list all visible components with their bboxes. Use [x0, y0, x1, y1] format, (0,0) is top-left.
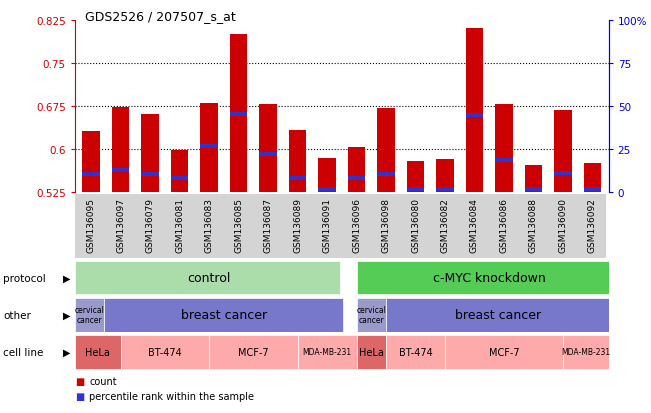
FancyBboxPatch shape	[386, 335, 445, 369]
Text: MCF-7: MCF-7	[238, 347, 269, 357]
Bar	[82, 173, 100, 177]
Bar	[230, 113, 247, 117]
Bar	[318, 187, 336, 191]
Text: cervical
cancer: cervical cancer	[75, 305, 105, 325]
Text: MCF-7: MCF-7	[489, 347, 519, 357]
Bar	[436, 159, 454, 192]
Bar	[348, 177, 365, 181]
FancyBboxPatch shape	[209, 335, 298, 369]
Bar	[465, 114, 483, 118]
Bar	[230, 35, 247, 192]
Bar	[495, 159, 513, 163]
Text: c-MYC knockdown: c-MYC knockdown	[433, 271, 546, 284]
FancyBboxPatch shape	[357, 261, 609, 294]
Bar	[348, 147, 365, 192]
Text: GSM136081: GSM136081	[175, 197, 184, 252]
Text: GSM136097: GSM136097	[116, 197, 125, 252]
Text: GSM136085: GSM136085	[234, 197, 243, 252]
Bar	[288, 131, 307, 192]
Text: breast cancer: breast cancer	[455, 309, 541, 321]
FancyBboxPatch shape	[445, 335, 563, 369]
FancyBboxPatch shape	[298, 335, 357, 369]
Text: breast cancer: breast cancer	[181, 309, 267, 321]
Text: GSM136087: GSM136087	[264, 197, 273, 252]
Bar	[112, 108, 130, 192]
Bar	[525, 187, 542, 191]
Text: GSM136089: GSM136089	[293, 197, 302, 252]
Bar	[465, 29, 483, 192]
Text: count: count	[89, 376, 117, 386]
Bar	[407, 162, 424, 192]
Text: protocol: protocol	[3, 273, 46, 283]
Bar	[201, 104, 218, 192]
FancyBboxPatch shape	[563, 335, 609, 369]
Text: GSM136098: GSM136098	[381, 197, 391, 252]
Text: GSM136086: GSM136086	[499, 197, 508, 252]
FancyBboxPatch shape	[357, 335, 386, 369]
Bar	[554, 110, 572, 192]
Bar	[141, 173, 159, 177]
Text: GSM136084: GSM136084	[470, 197, 479, 252]
Bar	[377, 173, 395, 177]
Bar	[171, 177, 188, 181]
FancyBboxPatch shape	[75, 298, 104, 332]
Text: ▶: ▶	[62, 273, 70, 283]
Text: HeLa: HeLa	[85, 347, 110, 357]
Bar	[407, 187, 424, 191]
FancyBboxPatch shape	[357, 298, 386, 332]
Text: ■: ■	[75, 392, 84, 401]
Bar	[259, 104, 277, 192]
Bar	[554, 171, 572, 175]
Bar	[201, 144, 218, 148]
Bar	[141, 115, 159, 192]
FancyBboxPatch shape	[75, 335, 120, 369]
Text: MDA-MB-231: MDA-MB-231	[303, 348, 352, 356]
FancyBboxPatch shape	[75, 261, 340, 294]
Bar	[436, 187, 454, 191]
Text: GSM136095: GSM136095	[87, 197, 96, 252]
FancyBboxPatch shape	[104, 298, 343, 332]
Text: GSM136083: GSM136083	[204, 197, 214, 252]
Bar	[583, 187, 602, 191]
Text: ■: ■	[75, 376, 84, 386]
Text: GSM136082: GSM136082	[441, 197, 449, 252]
Text: cell line: cell line	[3, 347, 44, 357]
Bar	[495, 104, 513, 192]
Text: MDA-MB-231: MDA-MB-231	[561, 348, 611, 356]
Bar	[318, 158, 336, 192]
Bar	[583, 164, 602, 192]
Text: GSM136091: GSM136091	[322, 197, 331, 252]
Text: percentile rank within the sample: percentile rank within the sample	[89, 392, 254, 401]
Text: ▶: ▶	[62, 310, 70, 320]
Bar	[525, 165, 542, 192]
Bar	[82, 132, 100, 192]
Text: HeLa: HeLa	[359, 347, 383, 357]
Text: GSM136096: GSM136096	[352, 197, 361, 252]
Text: cervical
cancer: cervical cancer	[356, 305, 386, 325]
Text: BT-474: BT-474	[398, 347, 432, 357]
FancyBboxPatch shape	[120, 335, 209, 369]
Text: control: control	[187, 271, 230, 284]
Bar	[377, 109, 395, 192]
Text: ▶: ▶	[62, 347, 70, 357]
Bar	[288, 177, 307, 181]
Text: other: other	[3, 310, 31, 320]
Text: GSM136079: GSM136079	[146, 197, 154, 252]
Text: GDS2526 / 207507_s_at: GDS2526 / 207507_s_at	[85, 10, 236, 23]
Text: GSM136090: GSM136090	[559, 197, 568, 252]
Text: GSM136088: GSM136088	[529, 197, 538, 252]
Bar	[112, 169, 130, 173]
FancyBboxPatch shape	[386, 298, 609, 332]
Bar	[171, 150, 188, 192]
Text: GSM136080: GSM136080	[411, 197, 420, 252]
Bar	[259, 153, 277, 157]
Text: BT-474: BT-474	[148, 347, 182, 357]
FancyBboxPatch shape	[75, 194, 605, 258]
Text: GSM136092: GSM136092	[588, 197, 597, 252]
